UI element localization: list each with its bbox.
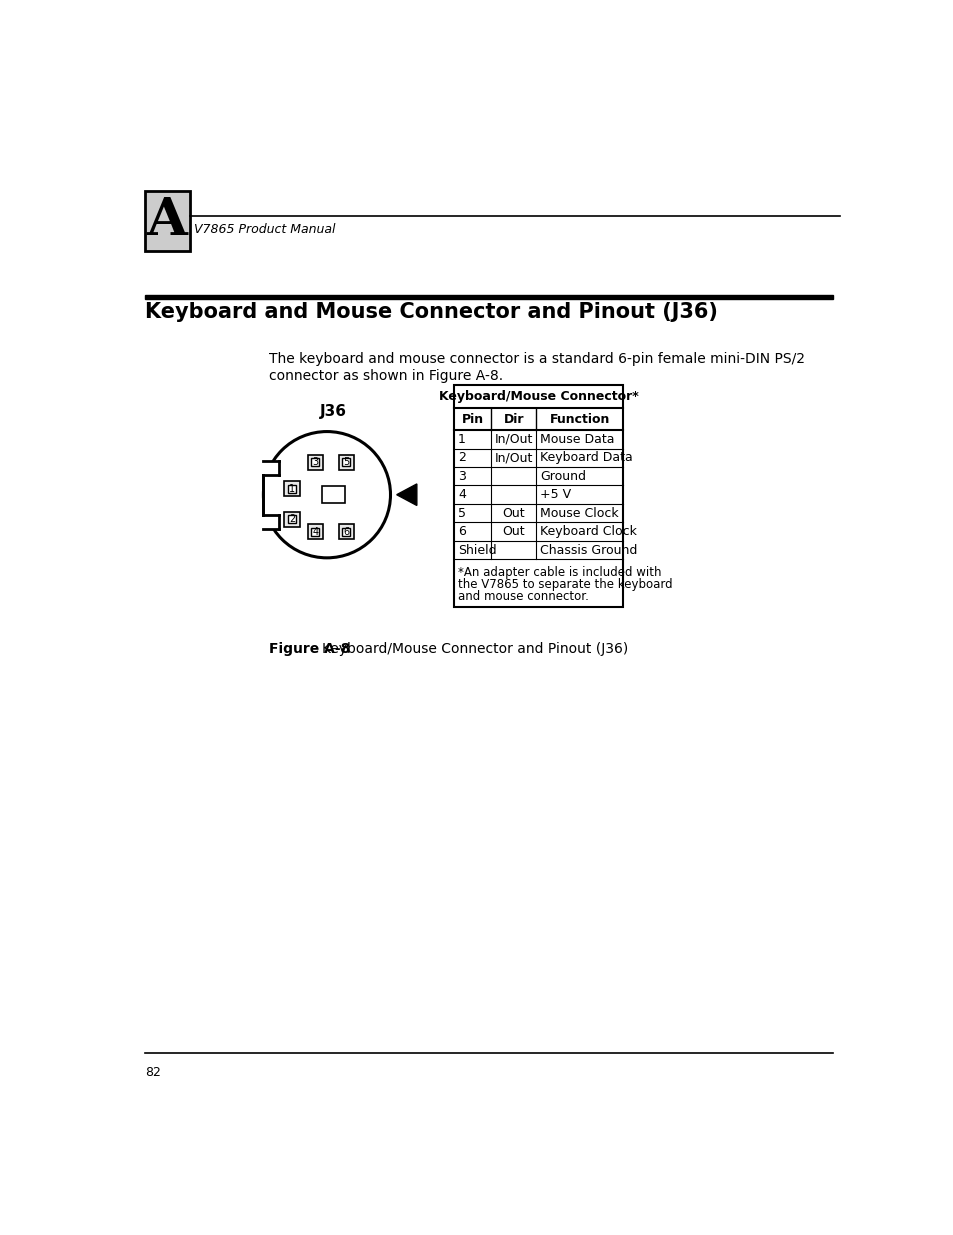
Bar xyxy=(342,527,350,536)
Bar xyxy=(288,484,295,493)
Text: *An adapter cable is included with: *An adapter cable is included with xyxy=(457,566,660,578)
Bar xyxy=(307,524,323,540)
Text: Out: Out xyxy=(502,506,524,520)
Text: 82: 82 xyxy=(145,1066,160,1078)
Bar xyxy=(284,511,299,527)
Text: In/Out: In/Out xyxy=(494,432,533,446)
Bar xyxy=(145,294,832,299)
Bar xyxy=(145,190,190,251)
Bar xyxy=(311,458,319,467)
Text: Keyboard Clock: Keyboard Clock xyxy=(539,525,637,538)
Text: Dir: Dir xyxy=(503,412,523,426)
Polygon shape xyxy=(396,484,416,505)
Text: Function: Function xyxy=(549,412,609,426)
Text: the V7865 to separate the keyboard: the V7865 to separate the keyboard xyxy=(457,578,672,590)
Text: Keyboard/Mouse Connector*: Keyboard/Mouse Connector* xyxy=(438,390,638,404)
Bar xyxy=(307,454,323,471)
Text: Out: Out xyxy=(502,525,524,538)
Text: The keyboard and mouse connector is a standard 6-pin female mini-DIN PS/2: The keyboard and mouse connector is a st… xyxy=(269,352,804,367)
Bar xyxy=(338,454,354,471)
Text: Shield: Shield xyxy=(457,543,496,557)
Text: V7865 Product Manual: V7865 Product Manual xyxy=(194,224,335,236)
Text: 2: 2 xyxy=(289,514,294,525)
Text: 4: 4 xyxy=(457,488,465,501)
Bar xyxy=(311,527,319,536)
Bar xyxy=(261,461,278,474)
Text: Keyboard Data: Keyboard Data xyxy=(539,451,632,464)
Text: Chassis Ground: Chassis Ground xyxy=(539,543,637,557)
Text: 5: 5 xyxy=(343,457,349,467)
Bar xyxy=(321,487,344,503)
Text: 1: 1 xyxy=(289,484,294,494)
Bar xyxy=(454,385,622,608)
Text: 1: 1 xyxy=(457,432,465,446)
Text: Keyboard and Mouse Connector and Pinout (J36): Keyboard and Mouse Connector and Pinout … xyxy=(145,303,717,322)
Bar xyxy=(284,480,299,496)
Text: 6: 6 xyxy=(457,525,465,538)
Bar xyxy=(261,474,278,515)
Text: J36: J36 xyxy=(319,404,346,419)
Text: and mouse connector.: and mouse connector. xyxy=(457,590,588,603)
Bar xyxy=(261,515,278,529)
Text: 6: 6 xyxy=(343,526,349,537)
Text: 3: 3 xyxy=(312,457,318,467)
Text: 4: 4 xyxy=(312,526,318,537)
Text: Ground: Ground xyxy=(539,469,585,483)
Text: Keyboard/Mouse Connector and Pinout (J36): Keyboard/Mouse Connector and Pinout (J36… xyxy=(321,642,627,656)
Bar xyxy=(338,524,354,540)
Bar xyxy=(342,458,350,467)
Text: In/Out: In/Out xyxy=(494,451,533,464)
Text: Mouse Data: Mouse Data xyxy=(539,432,614,446)
Bar xyxy=(288,515,295,524)
Text: Pin: Pin xyxy=(461,412,483,426)
Text: 5: 5 xyxy=(457,506,465,520)
Text: Figure A-8: Figure A-8 xyxy=(269,642,350,656)
Text: 2: 2 xyxy=(457,451,465,464)
Text: Mouse Clock: Mouse Clock xyxy=(539,506,618,520)
Text: A: A xyxy=(147,195,188,246)
Text: +5 V: +5 V xyxy=(539,488,571,501)
Text: 3: 3 xyxy=(457,469,465,483)
Text: connector as shown in Figure A-8.: connector as shown in Figure A-8. xyxy=(269,369,502,383)
